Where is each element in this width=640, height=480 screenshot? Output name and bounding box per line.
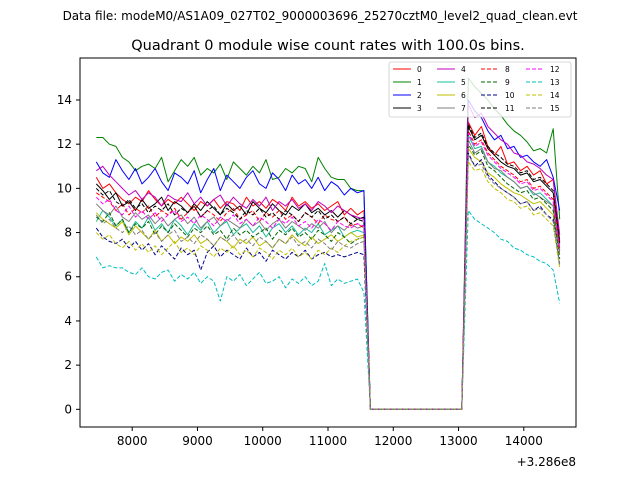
series-line-13 xyxy=(95,210,561,410)
x-tick-label: 11000 xyxy=(309,434,347,448)
legend-label-10: 10 xyxy=(505,91,515,100)
legend-label-0: 0 xyxy=(417,65,422,74)
legend-label-12: 12 xyxy=(550,65,560,74)
y-tick-label: 0 xyxy=(64,402,72,416)
y-tick-label: 10 xyxy=(57,181,72,195)
legend-label-15: 15 xyxy=(550,104,560,113)
x-tick-label: 9000 xyxy=(182,434,213,448)
series-line-14 xyxy=(95,161,561,410)
legend-label-7: 7 xyxy=(461,104,466,113)
series-line-12 xyxy=(95,132,561,410)
y-tick-label: 6 xyxy=(64,270,72,284)
legend-label-2: 2 xyxy=(417,91,422,100)
legend-label-6: 6 xyxy=(461,91,466,100)
legend-box xyxy=(388,61,572,118)
series-line-15 xyxy=(95,154,561,410)
legend-label-13: 13 xyxy=(550,78,560,87)
legend-label-5: 5 xyxy=(461,78,466,87)
x-tick-label: 8000 xyxy=(117,434,148,448)
legend-label-9: 9 xyxy=(505,78,510,87)
legend-label-3: 3 xyxy=(417,104,422,113)
y-tick-label: 14 xyxy=(57,93,72,107)
suptitle: Data file: modeM0/AS1A09_027T02_90000036… xyxy=(63,9,578,23)
y-axis: 0 2 4 6 8 10 12 14 xyxy=(57,93,80,416)
legend-label-1: 1 xyxy=(417,78,422,87)
x-offset-label: +3.286e8 xyxy=(517,455,576,469)
series-line-11 xyxy=(95,123,561,410)
chart-title: Quadrant 0 module wise count rates with … xyxy=(131,38,525,54)
y-tick-label: 8 xyxy=(64,226,72,240)
x-axis: 8000 9000 10000 11000 12000 13000 14000 xyxy=(117,427,543,448)
series-line-3 xyxy=(95,126,561,410)
y-tick-label: 12 xyxy=(57,137,72,151)
x-tick-label: 10000 xyxy=(244,434,282,448)
series-line-7 xyxy=(95,139,561,410)
plot-area: 8000 9000 10000 11000 12000 13000 14000 0 2 4 6 8 1… xyxy=(57,57,577,469)
legend-label-14: 14 xyxy=(550,91,560,100)
series-line-2 xyxy=(95,99,561,410)
y-tick-label: 2 xyxy=(64,358,72,372)
series-line-9 xyxy=(96,143,561,410)
series-layer xyxy=(95,77,561,410)
x-tick-label: 12000 xyxy=(374,434,412,448)
series-line-5 xyxy=(95,134,561,410)
legend-label-11: 11 xyxy=(505,104,515,113)
x-tick-label: 13000 xyxy=(439,434,477,448)
plot-frame xyxy=(80,58,576,427)
x-tick-label: 14000 xyxy=(505,434,543,448)
series-line-10 xyxy=(95,152,561,410)
legend-label-8: 8 xyxy=(505,65,510,74)
y-tick-label: 4 xyxy=(64,314,72,328)
legend-label-4: 4 xyxy=(461,65,466,74)
